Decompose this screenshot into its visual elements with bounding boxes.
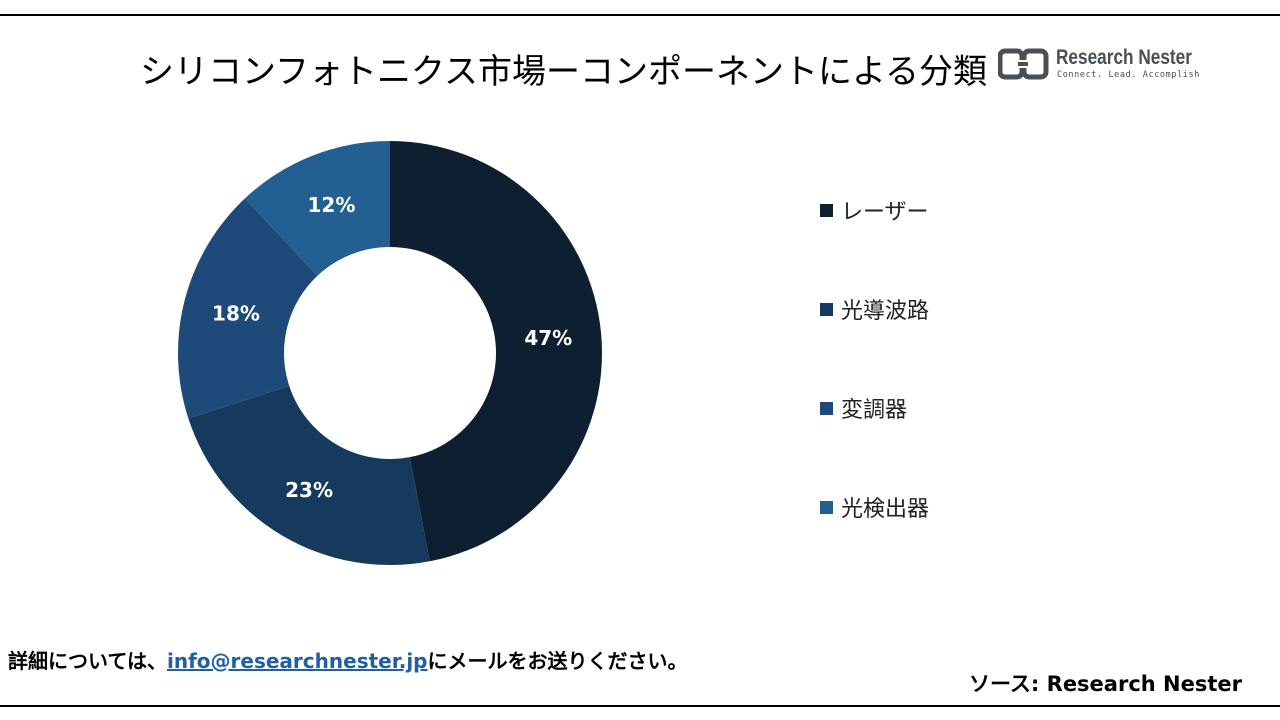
legend-item: レーザー: [820, 190, 929, 230]
legend-item: 光検出器: [820, 487, 929, 527]
donut-slice-3: [178, 198, 318, 419]
footer-note: 詳細については、info@researchnester.jpにメールをお送りくだ…: [8, 645, 688, 674]
slice-data-label: 23%: [285, 478, 333, 502]
legend-item: 光導波路: [820, 289, 929, 329]
legend-label: 光導波路: [841, 299, 930, 324]
legend-label: 光検出器: [841, 497, 930, 522]
page-title: シリコンフォトニクス市場ーコンポーネントによる分類: [140, 52, 987, 92]
footer-note-suffix: にメールをお送りください。: [427, 649, 688, 673]
donut-slice-1: [390, 141, 602, 562]
donut-chart: 47% 23% 18% 12%: [178, 141, 602, 565]
slice-data-label: 12%: [308, 193, 356, 217]
logo: Research Nester Connect. Lead. Accomplis…: [998, 46, 1218, 86]
legend-swatch: [820, 401, 833, 415]
research-nester-logo-icon: [998, 48, 1049, 80]
logo-tagline: Connect. Lead. Accomplish: [1057, 70, 1200, 80]
legend-label: 変調器: [841, 398, 908, 423]
legend-swatch: [820, 302, 833, 316]
bottom-rule: [0, 705, 1280, 707]
legend-item: 変調器: [820, 388, 907, 428]
footer-note-prefix: 詳細については、: [8, 649, 167, 673]
top-rule: [0, 14, 1280, 16]
email-link[interactable]: info@researchnester.jp: [167, 649, 428, 673]
legend-label: レーザー: [841, 200, 929, 225]
logo-name: Research Nester: [1056, 46, 1192, 69]
legend-swatch: [820, 203, 833, 217]
donut-slice-2: [188, 385, 430, 565]
slice-data-label: 47%: [524, 326, 572, 350]
donut-slice-4: [244, 141, 390, 276]
slice-data-label: 18%: [212, 301, 260, 325]
source-credit: ソース: Research Nester: [968, 672, 1242, 696]
legend-swatch: [820, 500, 833, 514]
